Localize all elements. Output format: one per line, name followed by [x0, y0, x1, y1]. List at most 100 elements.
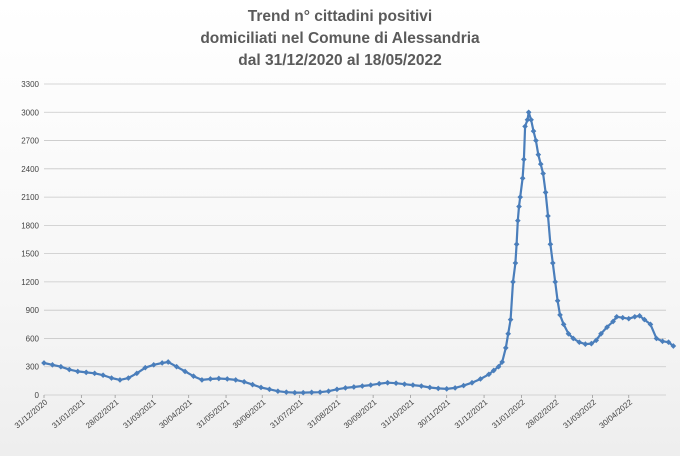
data-point — [598, 330, 604, 337]
data-point — [519, 175, 526, 182]
data-point — [549, 260, 556, 266]
chart-title: Trend n° cittadini positivi domiciliati … — [0, 6, 680, 72]
data-point — [165, 359, 172, 365]
x-tick-label: 30/09/2021 — [342, 397, 379, 430]
chart-title-line-3: dal 31/12/2020 al 18/05/2022 — [238, 52, 442, 69]
data-point — [505, 330, 512, 337]
data-point — [100, 372, 106, 379]
data-point — [545, 213, 551, 219]
x-tick-label: 31/07/2021 — [268, 397, 305, 430]
x-tick-label: 31/05/2021 — [195, 397, 232, 430]
x-tick-label: 31/03/2022 — [561, 397, 598, 430]
data-point — [533, 137, 539, 144]
data-point — [665, 339, 672, 346]
data-point — [142, 364, 149, 371]
data-point — [502, 345, 509, 351]
data-point — [477, 376, 484, 382]
data-point — [490, 367, 497, 374]
data-point — [266, 386, 273, 393]
data-point — [610, 318, 616, 325]
data-point — [486, 371, 492, 378]
data-point — [522, 123, 528, 130]
data-point — [190, 373, 197, 379]
data-point — [283, 389, 290, 396]
data-point — [325, 388, 332, 395]
y-tick-label: 600 — [26, 334, 40, 343]
y-tick-label: 1800 — [21, 221, 39, 230]
data-point — [593, 337, 600, 344]
y-tick-label: 1500 — [21, 250, 39, 259]
data-point — [528, 116, 534, 123]
chart-title-line-1: Trend n° cittadini positivi — [247, 8, 433, 25]
data-point — [182, 368, 188, 375]
data-point — [159, 360, 165, 366]
data-point — [460, 382, 467, 389]
x-tick-label: 30/11/2021 — [416, 397, 452, 430]
data-point — [291, 389, 298, 396]
x-tick-label: 31/08/2021 — [306, 397, 343, 430]
data-point — [215, 375, 222, 382]
y-tick-label: 300 — [26, 363, 40, 372]
x-tick-label: 28/02/2021 — [84, 397, 121, 430]
data-point — [232, 377, 239, 383]
data-point — [74, 368, 81, 375]
y-tick-label: 2400 — [21, 165, 39, 174]
data-point — [565, 330, 572, 337]
data-point — [224, 376, 231, 382]
chart-title-line-2: domiciliati nel Comune di Alessandria — [200, 30, 480, 47]
y-tick-label: 2700 — [21, 137, 39, 146]
data-point — [384, 379, 391, 386]
y-tick-label: 0 — [35, 391, 40, 400]
data-point — [300, 389, 307, 396]
data-point — [452, 385, 458, 391]
data-point — [535, 151, 542, 158]
x-tick-label: 30/04/2021 — [158, 397, 195, 430]
data-point — [317, 389, 323, 396]
data-point — [554, 297, 561, 304]
data-point — [670, 343, 677, 349]
data-point — [647, 321, 654, 328]
y-tick-label: 900 — [26, 306, 40, 315]
data-point — [334, 386, 340, 393]
y-tick-label: 3300 — [21, 80, 39, 89]
data-point — [547, 241, 554, 248]
data-point — [117, 377, 123, 383]
y-tick-label: 1200 — [21, 278, 39, 287]
data-point — [125, 375, 132, 381]
data-point — [308, 389, 315, 396]
data-point — [351, 384, 357, 390]
data-point — [582, 341, 589, 347]
data-point — [241, 378, 247, 385]
data-point — [516, 203, 522, 210]
data-point — [469, 379, 475, 386]
data-point — [41, 360, 47, 366]
data-point — [659, 338, 666, 345]
data-point — [560, 321, 567, 328]
data-point — [604, 324, 610, 330]
data-point — [510, 279, 516, 285]
data-point — [524, 116, 531, 123]
data-point — [150, 362, 157, 368]
data-point — [542, 189, 549, 196]
data-point — [512, 260, 519, 266]
data-point — [636, 313, 643, 319]
data-point — [514, 217, 521, 224]
x-tick-label: 30/06/2021 — [231, 397, 268, 430]
data-point — [66, 366, 73, 373]
data-point — [537, 161, 544, 167]
x-tick-label: 28/02/2022 — [524, 397, 561, 430]
data-point — [557, 312, 563, 318]
data-point — [619, 314, 626, 321]
y-tick-label: 3000 — [21, 108, 39, 117]
data-point — [513, 241, 520, 248]
x-tick-label: 31/12/2021 — [453, 397, 490, 430]
x-tick-label: 31/03/2021 — [121, 397, 158, 430]
data-point — [275, 388, 281, 395]
data-point — [570, 335, 577, 342]
data-point — [342, 385, 349, 391]
data-point — [410, 382, 416, 388]
data-point — [401, 381, 408, 387]
data-point — [207, 376, 214, 382]
data-point — [530, 128, 537, 134]
